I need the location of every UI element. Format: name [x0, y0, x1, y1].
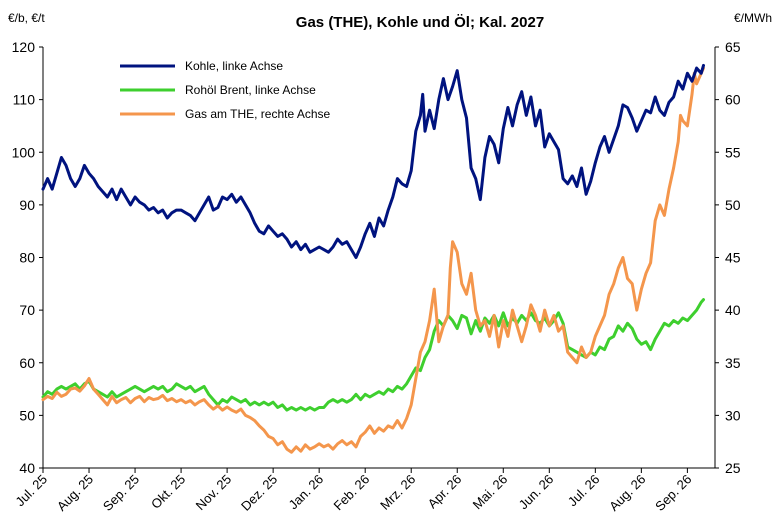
- legend-label-kohle: Kohle, linke Achse: [185, 59, 283, 73]
- left-axis-ticks: 40 50 60 70 80 90 100 110 120: [12, 39, 43, 476]
- right-tick-label: 60: [725, 92, 741, 108]
- x-tick-label: Dez. 25: [238, 472, 280, 514]
- left-tick-label: 110: [13, 92, 36, 108]
- x-tick-label: Apr. 26: [425, 472, 465, 512]
- x-tick-label: Jun. 26: [516, 472, 557, 513]
- series-brent-line: [41, 298, 705, 412]
- legend-item-gas: Gas am THE, rechte Achse: [120, 107, 330, 121]
- right-axis-unit: €/MWh: [734, 11, 772, 25]
- right-tick-label: 55: [725, 144, 741, 160]
- left-tick-label: 70: [19, 302, 35, 318]
- x-tick-label: Jul. 26: [565, 472, 603, 510]
- legend: Kohle, linke Achse Rohöl Brent, linke Ac…: [120, 59, 330, 121]
- left-tick-label: 120: [12, 39, 36, 55]
- x-tick-label: Aug. 26: [606, 472, 648, 514]
- legend-item-brent: Rohöl Brent, linke Achse: [120, 83, 316, 97]
- right-tick-label: 65: [725, 39, 741, 55]
- legend-label-gas: Gas am THE, rechte Achse: [185, 107, 330, 121]
- x-tick-label: Mrz. 26: [377, 472, 418, 513]
- x-tick-label: Jul. 25: [12, 472, 50, 510]
- x-tick-label: Nov. 25: [193, 472, 235, 514]
- legend-label-brent: Rohöl Brent, linke Achse: [185, 83, 316, 97]
- right-tick-label: 50: [725, 197, 741, 213]
- x-tick-label: Sep. 26: [652, 472, 694, 514]
- axes: [42, 47, 716, 469]
- x-tick-label: Okt. 25: [148, 472, 188, 512]
- left-tick-label: 80: [19, 250, 35, 266]
- right-tick-label: 30: [725, 407, 741, 423]
- left-axis-unit: €/b, €/t: [8, 11, 45, 25]
- series-layer: [41, 63, 705, 454]
- series-kohle-line: [41, 63, 705, 259]
- x-tick-label: Mai. 26: [470, 472, 511, 513]
- series-gas-line: [41, 66, 705, 454]
- left-tick-label: 90: [19, 197, 35, 213]
- x-tick-label: Feb. 26: [331, 472, 373, 514]
- left-tick-label: 100: [12, 144, 36, 160]
- right-axis-ticks: 25 30 35 40 45 50 55 60 65: [715, 39, 741, 476]
- x-tick-label: Sep. 25: [100, 472, 142, 514]
- left-tick-label: 40: [19, 460, 35, 476]
- right-tick-label: 35: [725, 355, 741, 371]
- left-tick-label: 60: [19, 355, 35, 371]
- right-tick-label: 40: [725, 302, 741, 318]
- right-tick-label: 25: [725, 460, 741, 476]
- legend-item-kohle: Kohle, linke Achse: [120, 59, 283, 73]
- x-axis-ticks: Jul. 25 Aug. 25 Sep. 25 Okt. 25 Nov. 25 Dez. …: [12, 468, 695, 514]
- x-tick-label: Jan. 26: [286, 472, 327, 513]
- left-tick-label: 50: [19, 407, 35, 423]
- right-tick-label: 45: [725, 250, 741, 266]
- chart-title: Gas (THE), Kohle und Öl; Kal. 2027: [296, 14, 544, 31]
- x-tick-label: Aug. 25: [54, 472, 96, 514]
